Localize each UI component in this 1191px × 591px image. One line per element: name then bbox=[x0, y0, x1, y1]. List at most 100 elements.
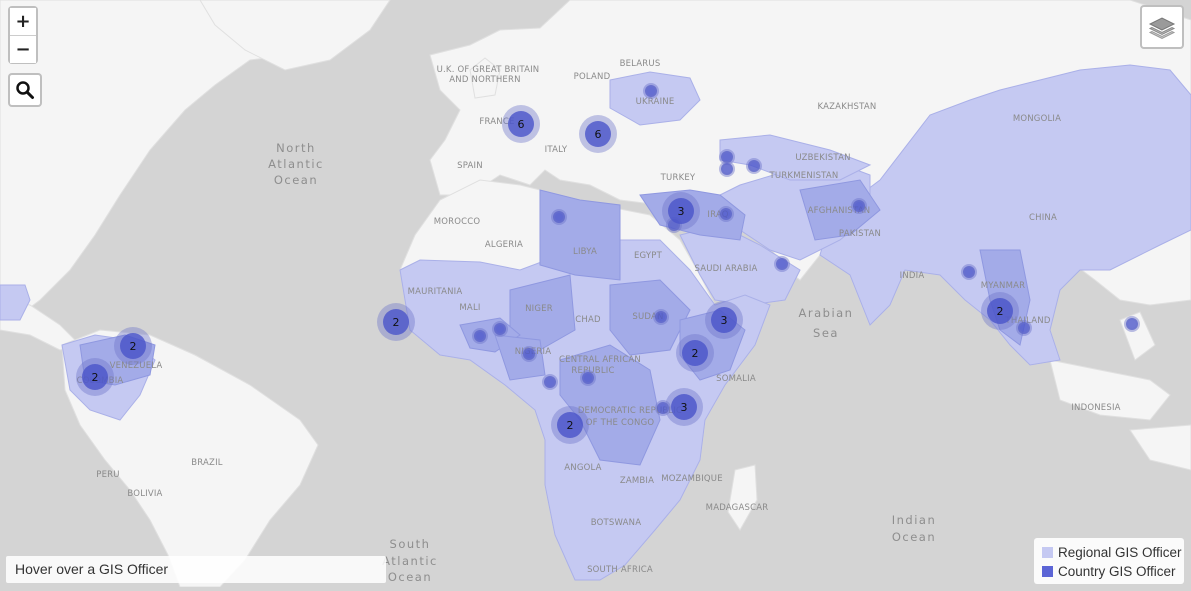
label-libya: LIBYA bbox=[573, 247, 597, 257]
marker-thailand[interactable] bbox=[1016, 320, 1032, 336]
marker-iraq[interactable] bbox=[718, 206, 734, 222]
ocean-label-south-atlantic-1: South bbox=[390, 537, 431, 551]
label-uk-2: AND NORTHERN bbox=[449, 75, 520, 85]
search-button[interactable] bbox=[8, 73, 42, 107]
hover-info-box: Hover over a GIS Officer bbox=[6, 556, 386, 583]
marker-car[interactable] bbox=[580, 370, 596, 386]
label-pakistan: PAKISTAN bbox=[839, 229, 881, 239]
ocean-label-north-atlantic-3: Ocean bbox=[274, 173, 318, 187]
marker-yemen-coast[interactable] bbox=[774, 256, 790, 272]
zoom-in-button[interactable]: + bbox=[10, 8, 36, 35]
map-legend: Regional GIS Officer Country GIS Officer bbox=[1034, 538, 1184, 584]
marker-burkina-faso[interactable] bbox=[472, 328, 488, 344]
label-spain: SPAIN bbox=[457, 161, 483, 171]
marker-tunisia[interactable] bbox=[551, 209, 567, 225]
label-botswana: BOTSWANA bbox=[591, 518, 642, 528]
marker-afghanistan[interactable] bbox=[851, 198, 867, 214]
single-markers[interactable] bbox=[472, 83, 1140, 416]
cluster-count: 3 bbox=[681, 401, 688, 414]
ocean-label-indian-2: Ocean bbox=[892, 530, 936, 544]
label-morocco: MOROCCO bbox=[434, 217, 481, 227]
label-mozambique: MOZAMBIQUE bbox=[661, 474, 723, 484]
label-iraq: IRAQ bbox=[707, 210, 728, 220]
label-india: INDIA bbox=[900, 271, 925, 281]
cluster-count: 6 bbox=[595, 128, 602, 141]
label-myanmar: MYANMAR bbox=[981, 281, 1026, 291]
label-car-2: REPUBLIC bbox=[571, 366, 614, 376]
country-labels: U.K. OF GREAT BRITAIN AND NORTHERN BELAR… bbox=[77, 59, 1121, 575]
label-thailand: THAILAND bbox=[1004, 316, 1050, 326]
label-venezuela: VENEZUELA bbox=[110, 361, 163, 371]
label-mali: MALI bbox=[459, 303, 480, 313]
label-ukraine: UKRAINE bbox=[636, 97, 675, 107]
cluster-france[interactable]: 6 bbox=[502, 105, 540, 143]
marker-azerbaijan[interactable] bbox=[746, 158, 762, 174]
ocean-label-arabian-1: Arabian bbox=[799, 306, 854, 320]
marker-ukraine[interactable] bbox=[643, 83, 659, 99]
label-mongolia: MONGOLIA bbox=[1013, 114, 1061, 124]
ocean-label-south-atlantic-3: Ocean bbox=[388, 570, 432, 584]
cluster-colombia[interactable]: 2 bbox=[76, 358, 114, 396]
label-brazil: BRAZIL bbox=[191, 458, 223, 468]
cluster-balkans[interactable]: 6 bbox=[579, 115, 617, 153]
cluster-syria[interactable]: 3 bbox=[662, 192, 700, 230]
cluster-venezuela[interactable]: 2 bbox=[114, 327, 152, 365]
label-france: FRANCE bbox=[479, 117, 514, 127]
cluster-senegal[interactable]: 2 bbox=[377, 303, 415, 341]
zoom-control: + − bbox=[8, 6, 38, 64]
cluster-myanmar[interactable]: 2 bbox=[981, 292, 1019, 330]
zoom-out-button[interactable]: − bbox=[10, 36, 36, 63]
label-uzbekistan: UZBEKISTAN bbox=[795, 153, 850, 163]
cluster-count: 2 bbox=[692, 347, 699, 360]
cluster-yemen-somalia[interactable]: 3 bbox=[705, 301, 743, 339]
label-poland: POLAND bbox=[574, 72, 611, 82]
marker-bangladesh[interactable] bbox=[961, 264, 977, 280]
ocean-label-north-atlantic-2: Atlantic bbox=[268, 157, 324, 171]
legend-swatch-regional bbox=[1042, 547, 1053, 558]
label-zambia: ZAMBIA bbox=[620, 476, 654, 486]
cluster-ethiopia[interactable]: 2 bbox=[676, 334, 714, 372]
legend-label-country: Country GIS Officer bbox=[1058, 564, 1176, 579]
layers-icon bbox=[1148, 17, 1176, 40]
legend-label-regional: Regional GIS Officer bbox=[1058, 545, 1182, 560]
cluster-count: 2 bbox=[92, 371, 99, 384]
marker-sudan[interactable] bbox=[653, 309, 669, 325]
label-somalia: SOMALIA bbox=[716, 374, 756, 384]
marker-niger-west[interactable] bbox=[492, 321, 508, 337]
marker-armenia[interactable] bbox=[719, 161, 735, 177]
label-drc-2: OF THE CONGO bbox=[586, 418, 655, 428]
label-mauritania: MAURITANIA bbox=[408, 287, 463, 297]
label-kazakhstan: KAZAKHSTAN bbox=[818, 102, 877, 112]
cluster-count: 3 bbox=[678, 205, 685, 218]
label-drc-1: DEMOCRATIC REPUBLIC bbox=[578, 406, 682, 416]
label-china: CHINA bbox=[1029, 213, 1057, 223]
ocean-label-south-atlantic-2: Atlantic bbox=[382, 554, 438, 568]
cluster-count: 2 bbox=[130, 340, 137, 353]
label-madagascar: MADAGASCAR bbox=[706, 503, 769, 513]
label-angola: ANGOLA bbox=[564, 463, 601, 473]
label-indonesia: INDONESIA bbox=[1071, 403, 1120, 413]
label-belarus: BELARUS bbox=[620, 59, 661, 69]
cluster-drc[interactable]: 2 bbox=[551, 406, 589, 444]
marker-cameroon[interactable] bbox=[542, 374, 558, 390]
label-italy: ITALY bbox=[545, 145, 568, 155]
cluster-kenya[interactable]: 3 bbox=[665, 388, 703, 426]
cluster-count: 6 bbox=[518, 118, 525, 131]
label-peru: PERU bbox=[96, 470, 119, 480]
legend-row-country: Country GIS Officer bbox=[1042, 562, 1184, 581]
layers-button[interactable] bbox=[1140, 5, 1184, 49]
ocean-label-arabian-2: Sea bbox=[813, 326, 839, 340]
marker-burundi[interactable] bbox=[655, 400, 671, 416]
ocean-label-indian-1: Indian bbox=[892, 513, 937, 527]
marker-nigeria[interactable] bbox=[521, 346, 537, 362]
label-afghanistan: AFGHANISTAN bbox=[808, 206, 871, 216]
hover-info-text: Hover over a GIS Officer bbox=[15, 561, 169, 577]
cluster-markers[interactable]: 6 6 3 2 2 2 3 bbox=[76, 105, 1019, 444]
marker-philippines[interactable] bbox=[1124, 316, 1140, 332]
label-south-africa: SOUTH AFRICA bbox=[587, 565, 653, 575]
ocean-label-north-atlantic-1: North bbox=[276, 141, 316, 155]
label-niger: NIGER bbox=[525, 304, 553, 314]
cluster-count: 2 bbox=[997, 305, 1004, 318]
